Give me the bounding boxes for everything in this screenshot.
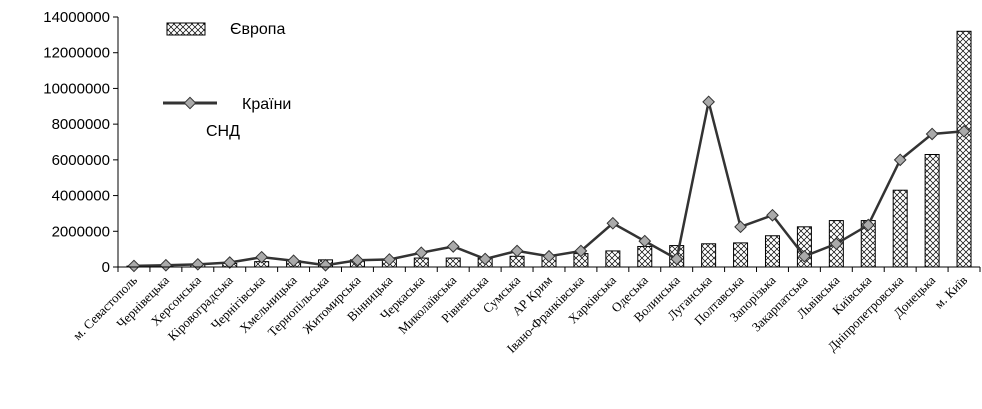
- bar-europe: [956, 30, 972, 268]
- point-cis: [414, 246, 428, 260]
- y-tick-label: 6000000: [52, 152, 110, 169]
- point-cis: [957, 124, 971, 138]
- bar-europe: [509, 255, 525, 268]
- legend-label-cis-line1: Країни: [242, 96, 291, 113]
- point-cis: [255, 250, 269, 264]
- point-cis: [127, 259, 141, 273]
- y-tick-label: 10000000: [43, 80, 110, 97]
- point-cis: [766, 208, 779, 222]
- point-cis: [702, 95, 715, 109]
- y-tick-label: 0: [102, 259, 110, 276]
- point-cis: [287, 254, 300, 268]
- y-tick-label: 4000000: [52, 188, 110, 205]
- x-axis: м. СевастопольЧернівецькаХерсонськаКіров…: [70, 266, 981, 356]
- point-cis: [383, 253, 396, 266]
- legend: Європа Країни СНД: [163, 21, 291, 140]
- point-cis: [925, 127, 939, 141]
- point-cis: [446, 240, 460, 253]
- point-cis: [478, 252, 492, 266]
- point-cis: [191, 257, 205, 271]
- bar-europe: [637, 245, 653, 268]
- point-cis: [638, 234, 652, 248]
- point-cis: [670, 252, 684, 266]
- bar-europe: [733, 242, 749, 268]
- legend-swatch-europe: [166, 22, 206, 36]
- cis-line-series: [127, 95, 971, 273]
- y-tick-label: 12000000: [43, 45, 110, 62]
- point-cis: [159, 258, 173, 272]
- legend-label-europe: Європа: [230, 21, 285, 38]
- bar-europe: [445, 257, 461, 268]
- point-cis: [893, 153, 907, 167]
- y-tick-label: 14000000: [43, 9, 110, 26]
- point-cis: [829, 237, 843, 251]
- point-cis: [861, 218, 875, 232]
- point-cis: [734, 220, 747, 234]
- bar-europe: [413, 257, 429, 268]
- y-tick-label: 2000000: [52, 223, 110, 240]
- europe-bars: [126, 30, 972, 268]
- point-cis: [510, 244, 524, 258]
- point-cis: [223, 256, 237, 269]
- bar-europe: [924, 154, 940, 268]
- x-tick-label: м. Київ: [931, 273, 970, 312]
- point-cis: [319, 258, 332, 272]
- bar-europe: [701, 243, 717, 268]
- point-cis: [798, 249, 811, 263]
- legend-marker-cis: [183, 96, 197, 110]
- bar-europe: [764, 235, 780, 268]
- point-cis: [542, 249, 556, 263]
- bar-europe: [605, 250, 621, 268]
- y-tick-label: 8000000: [52, 116, 110, 133]
- bar-europe: [892, 189, 908, 268]
- point-cis: [606, 216, 620, 230]
- y-axis: 0 2000000 4000000 6000000 8000000 10000000 120…: [43, 9, 119, 276]
- point-cis: [574, 244, 588, 258]
- legend-label-cis-line2: СНД: [206, 123, 240, 140]
- point-cis: [351, 253, 364, 267]
